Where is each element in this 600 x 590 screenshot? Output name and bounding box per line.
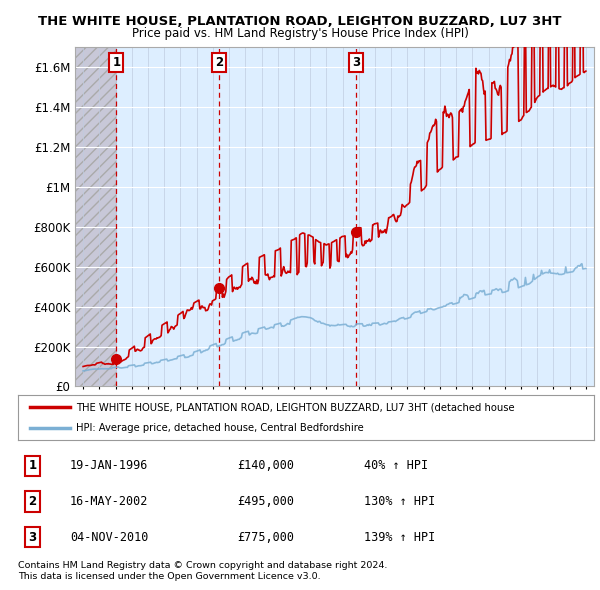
Text: £495,000: £495,000	[237, 495, 294, 508]
Bar	[75, 47, 116, 386]
Text: 1: 1	[28, 459, 37, 472]
Text: 04-NOV-2010: 04-NOV-2010	[70, 531, 148, 544]
Text: 40% ↑ HPI: 40% ↑ HPI	[364, 459, 428, 472]
Text: 3: 3	[352, 56, 360, 69]
Text: 1: 1	[112, 56, 121, 69]
Text: THE WHITE HOUSE, PLANTATION ROAD, LEIGHTON BUZZARD, LU7 3HT: THE WHITE HOUSE, PLANTATION ROAD, LEIGHT…	[38, 15, 562, 28]
Text: 19-JAN-1996: 19-JAN-1996	[70, 459, 148, 472]
Text: 2: 2	[28, 495, 37, 508]
Text: 3: 3	[28, 531, 37, 544]
Text: HPI: Average price, detached house, Central Bedfordshire: HPI: Average price, detached house, Cent…	[76, 424, 364, 434]
Text: £140,000: £140,000	[237, 459, 294, 472]
Text: Contains HM Land Registry data © Crown copyright and database right 2024.: Contains HM Land Registry data © Crown c…	[18, 560, 388, 569]
Text: This data is licensed under the Open Government Licence v3.0.: This data is licensed under the Open Gov…	[18, 572, 320, 581]
Text: £775,000: £775,000	[237, 531, 294, 544]
Text: THE WHITE HOUSE, PLANTATION ROAD, LEIGHTON BUZZARD, LU7 3HT (detached house: THE WHITE HOUSE, PLANTATION ROAD, LEIGHT…	[76, 402, 514, 412]
Text: 2: 2	[215, 56, 223, 69]
Text: 16-MAY-2002: 16-MAY-2002	[70, 495, 148, 508]
Text: 139% ↑ HPI: 139% ↑ HPI	[364, 531, 435, 544]
Text: Price paid vs. HM Land Registry's House Price Index (HPI): Price paid vs. HM Land Registry's House …	[131, 27, 469, 40]
Text: 130% ↑ HPI: 130% ↑ HPI	[364, 495, 435, 508]
